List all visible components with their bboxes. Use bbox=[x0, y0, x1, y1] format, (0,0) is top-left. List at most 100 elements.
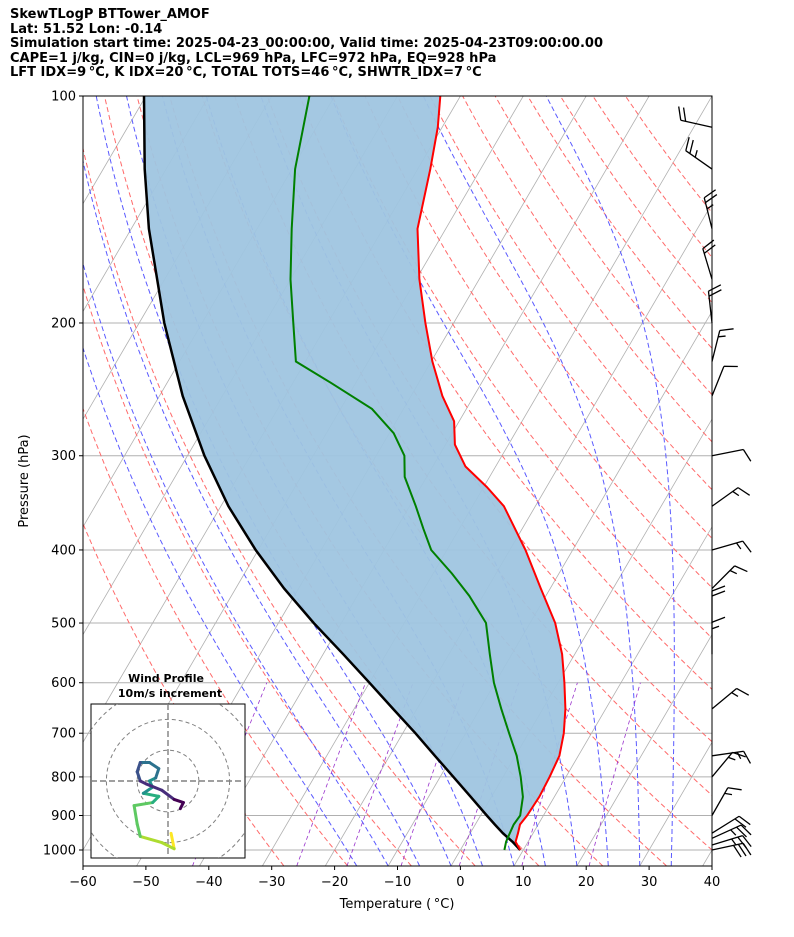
y-tick-label: 400 bbox=[51, 543, 76, 558]
hodograph-segment bbox=[160, 841, 176, 851]
wind-barb-staff bbox=[680, 119, 713, 128]
wind-barb-flag bbox=[708, 284, 722, 292]
wind-barb bbox=[703, 189, 718, 229]
wind-barb-flag bbox=[734, 818, 747, 828]
wind-barb-staff bbox=[711, 835, 743, 846]
wind-barb-half-flag bbox=[732, 490, 740, 497]
wind-barb-flag bbox=[711, 616, 726, 623]
hodograph-segment bbox=[144, 782, 164, 792]
wind-barb-staff bbox=[711, 448, 744, 457]
wind-barb bbox=[711, 787, 742, 816]
wind-barb-flag bbox=[737, 487, 751, 496]
wind-barb-flag bbox=[738, 815, 751, 826]
isotherm-line bbox=[513, 526, 712, 866]
wind-barb-staff bbox=[711, 565, 736, 589]
moist-adiabat-line bbox=[83, 346, 358, 866]
hodograph-segment bbox=[148, 761, 161, 771]
wind-barb-flag bbox=[743, 750, 752, 764]
wind-barb-half-flag bbox=[718, 335, 726, 338]
y-tick-label: 900 bbox=[51, 809, 76, 824]
hodograph-segment bbox=[138, 834, 164, 845]
wind-barb-staff bbox=[711, 330, 721, 362]
wind-barb-half-flag bbox=[729, 569, 738, 575]
dry-adiabat-line bbox=[331, 96, 712, 639]
wind-barb bbox=[711, 540, 752, 553]
chart-title: SkewTLogP BTTower_AMOF bbox=[10, 7, 210, 22]
wind-barb-flag bbox=[742, 835, 752, 847]
wind-barb-flag bbox=[740, 824, 752, 836]
hodograph-segment bbox=[135, 822, 142, 838]
x-axis-label: Temperature ( °C) bbox=[339, 897, 455, 912]
wind-barb-flag bbox=[742, 449, 752, 462]
hodograph-segment bbox=[132, 801, 155, 808]
wind-barb-half-flag bbox=[735, 542, 742, 550]
indices-line: LFT IDX=9 °C, K IDX=20 °C, TOTAL TOTS=46… bbox=[10, 65, 482, 80]
moist-adiabat-line bbox=[545, 96, 675, 866]
wind-barb-staff bbox=[711, 750, 744, 757]
wind-barb-flag bbox=[711, 590, 726, 597]
dry-adiabat-line bbox=[83, 146, 476, 866]
moist-adiabat-line bbox=[95, 96, 452, 866]
x-tick-label: 40 bbox=[704, 875, 721, 890]
wind-barb-flag bbox=[708, 289, 722, 297]
wind-barb bbox=[711, 824, 752, 839]
wind-barb-flag bbox=[736, 826, 747, 838]
wind-barb-flag bbox=[736, 687, 750, 696]
isotherm-line bbox=[262, 96, 712, 866]
wind-barb-half-flag bbox=[706, 204, 714, 210]
hodograph-segment bbox=[141, 791, 161, 798]
wind-barb-staff bbox=[711, 487, 739, 507]
wind-barb-half-flag bbox=[731, 838, 737, 846]
temperature-profile-line bbox=[416, 96, 567, 851]
hodograph-segment bbox=[154, 767, 161, 780]
wind-barb bbox=[678, 106, 713, 128]
dry-adiabat-line bbox=[592, 96, 712, 259]
wind-barb-staff bbox=[711, 366, 725, 397]
moist-adiabat-line bbox=[422, 96, 641, 866]
wind-barb-staff bbox=[711, 687, 737, 710]
x-tick-label: −40 bbox=[195, 875, 222, 890]
wind-barb-staff bbox=[711, 787, 729, 816]
hodograph-segment bbox=[169, 831, 176, 851]
wind-barb-half-flag bbox=[730, 829, 737, 836]
wind-barb-flag bbox=[678, 106, 682, 121]
wind-barb bbox=[711, 835, 752, 849]
dry-adiabat-line bbox=[83, 284, 412, 866]
hodograph-segment bbox=[135, 770, 142, 783]
wind-barb-half-flag bbox=[731, 692, 739, 697]
wind-barb-staff bbox=[703, 197, 713, 229]
y-tick-label: 300 bbox=[51, 449, 76, 464]
wind-barb bbox=[711, 815, 751, 834]
chart-header: SkewTLogP BTTower_AMOF Lat: 51.52 Lon: -… bbox=[10, 7, 780, 81]
wind-barb-flag bbox=[737, 836, 747, 849]
wind-barb-half-flag bbox=[736, 751, 742, 760]
x-tick-label: −50 bbox=[132, 875, 159, 890]
dry-adiabat-line bbox=[83, 407, 348, 866]
wind-barb-half-flag bbox=[728, 756, 736, 761]
y-tick-label: 500 bbox=[51, 617, 76, 632]
wind-barb bbox=[711, 616, 726, 655]
wind-barb-staff bbox=[711, 824, 742, 839]
hodograph-segment bbox=[141, 785, 155, 795]
y-tick-label: 800 bbox=[51, 770, 76, 785]
dry-adiabat-line bbox=[299, 96, 712, 691]
wind-barb-flag bbox=[711, 585, 726, 592]
isotherm-line bbox=[324, 202, 712, 866]
hodograph-segment bbox=[160, 788, 176, 801]
wind-barb bbox=[711, 365, 738, 397]
dry-adiabat-line bbox=[559, 96, 712, 304]
wind-barb-flag bbox=[719, 328, 734, 332]
moist-adiabat-line bbox=[83, 158, 421, 866]
y-tick-label: 700 bbox=[51, 727, 76, 742]
hodograph-segment bbox=[172, 797, 185, 805]
wind-barb-half-flag bbox=[711, 625, 720, 630]
isotherm-line bbox=[576, 633, 712, 866]
wind-barb bbox=[711, 565, 748, 589]
wind-barb-flag bbox=[703, 244, 716, 254]
hodograph-segment bbox=[135, 761, 142, 774]
wind-barb bbox=[685, 137, 713, 170]
hodograph-ring bbox=[136, 749, 200, 813]
wind-barb-staff bbox=[707, 291, 713, 324]
moist-adiabat-line bbox=[83, 262, 389, 866]
